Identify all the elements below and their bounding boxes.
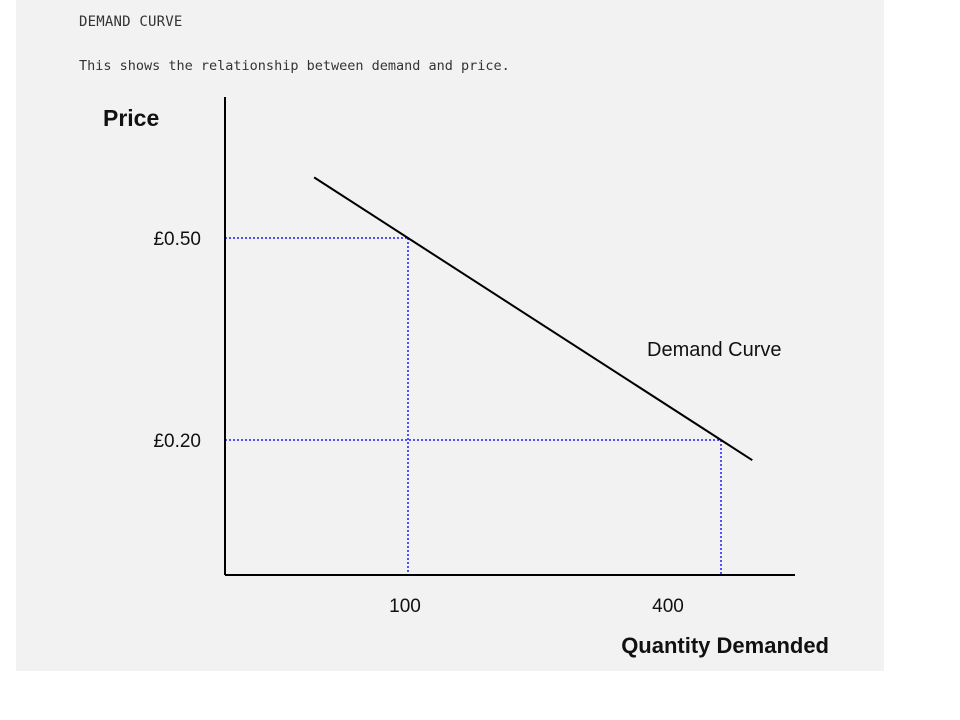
chart-labels: £0.50 £0.20 100 400 Price Quantity Demanded De… [103, 105, 829, 658]
x-axis-title: Quantity Demanded [621, 633, 829, 658]
demand-curve-group [313, 176, 753, 462]
content-panel [16, 0, 884, 671]
axes [224, 97, 795, 576]
x-tick-label: 100 [389, 596, 421, 617]
x-tick-label: 400 [652, 596, 684, 617]
y-tick-label: £0.20 [153, 431, 201, 452]
guide-lines [225, 237, 722, 575]
page-subtitle: This shows the relationship between dema… [79, 58, 510, 74]
y-tick-label: £0.50 [153, 229, 201, 250]
y-axis-title: Price [103, 105, 159, 131]
page-title: DEMAND CURVE [79, 14, 183, 30]
demand-curve-annotation: Demand Curve [647, 339, 782, 361]
demand-curve-line [313, 176, 753, 462]
